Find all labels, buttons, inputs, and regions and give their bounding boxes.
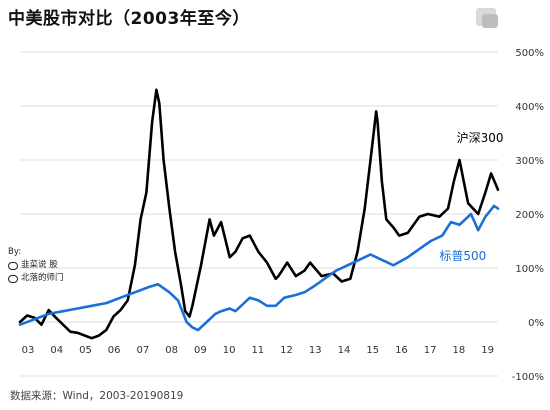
series-line [18,88,500,340]
watermark-by: By: [8,247,22,257]
y-tick-label: 100% [515,264,544,275]
x-tick-label: 18 [453,345,466,356]
data-source-note: 数据来源：Wind，2003-20190819 [10,390,184,402]
x-tick-label: 17 [424,345,437,356]
x-tick-label: 04 [50,345,63,356]
series-label: 标普500 [439,249,486,263]
y-tick-label: -100% [512,372,544,383]
x-tick-label: 12 [280,345,293,356]
watermark-line-1: 韭菜说 股 [8,259,64,272]
x-tick-label: 05 [79,345,92,356]
x-tick-label: 19 [481,345,494,356]
gridlines [20,51,498,377]
weibo-icon [8,274,18,283]
watermark-line-2: 北落的师门 [8,272,64,285]
y-axis-ticks: -100% 0% 100% 200% 300% 400% 500% [512,48,544,383]
x-tick-label: 08 [165,345,178,356]
y-tick-label: 200% [515,210,544,221]
watermark: By: 韭菜说 股 北落的师门 [8,246,64,285]
x-tick-label: 13 [309,345,322,356]
watermark-text-2: 北落的师门 [21,273,64,283]
y-tick-label: 300% [515,156,544,167]
wechat-icon [8,261,18,270]
x-tick-label: 07 [137,345,150,356]
series-label: 沪深300 [457,131,504,145]
x-tick-label: 10 [223,345,236,356]
watermark-text-1: 韭菜说 股 [21,260,58,270]
x-tick-label: 03 [22,345,35,356]
x-tick-label: 14 [338,345,351,356]
x-tick-label: 16 [395,345,408,356]
x-tick-label: 11 [251,345,264,356]
chart-title: 中美股市对比（2003年至今） [8,9,250,29]
y-tick-label: 0% [528,318,544,329]
brand-logo-icon [476,8,498,28]
series-labels: 沪深300 标普500 [439,131,503,263]
series-lines [18,88,500,340]
x-tick-label: 09 [194,345,207,356]
x-tick-label: 15 [366,345,379,356]
x-tick-label: 06 [108,345,121,356]
series-line [18,204,500,332]
x-axis-ticks: 03 04 05 06 07 08 09 10 11 12 13 14 15 16 17 18 19 [22,345,494,356]
y-tick-label: 500% [515,48,544,59]
y-tick-label: 400% [515,102,544,113]
